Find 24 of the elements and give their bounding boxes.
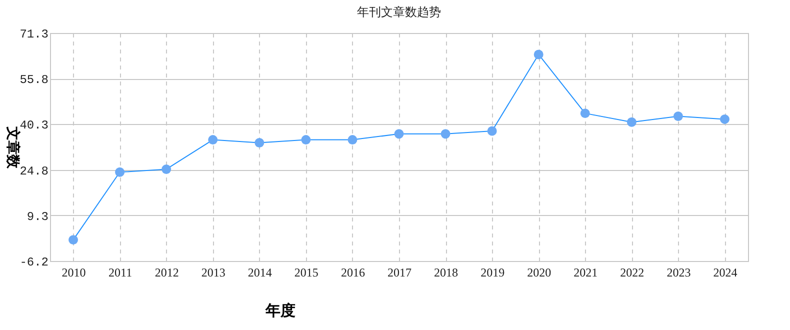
y-axis-title: 文章数 (4, 126, 22, 170)
x-tick-label: 2022 (620, 266, 644, 280)
x-tick-label: 2023 (666, 266, 691, 280)
x-tick-label: 2021 (574, 266, 598, 280)
y-tick-label: 71.3 (20, 28, 48, 42)
y-tick-label: 9.3 (26, 210, 48, 224)
x-tick-label: 2013 (201, 266, 226, 280)
x-tick-label: 2024 (713, 266, 738, 280)
y-tick-label: 40.3 (20, 118, 48, 133)
x-tick-label: 2016 (340, 266, 365, 280)
x-tick-label: 2019 (480, 266, 505, 280)
x-tick-label: 2018 (434, 266, 458, 280)
x-tick-label: 2017 (388, 266, 412, 280)
x-tick-label: 2012 (154, 266, 179, 280)
y-tick-label: -6.2 (20, 256, 48, 270)
x-tick-label: 2014 (248, 266, 272, 280)
x-tick-label: 2015 (294, 266, 318, 280)
y-tick-label: 55.8 (20, 73, 48, 88)
x-tick-label: 2010 (62, 266, 86, 280)
x-axis-title: 年度 (264, 302, 296, 320)
chart-title: 年刊文章数趋势 (357, 5, 441, 19)
x-tick-label: 2020 (527, 266, 552, 280)
x-tick-label: 2011 (108, 266, 132, 280)
y-tick-label: 24.8 (20, 164, 48, 178)
